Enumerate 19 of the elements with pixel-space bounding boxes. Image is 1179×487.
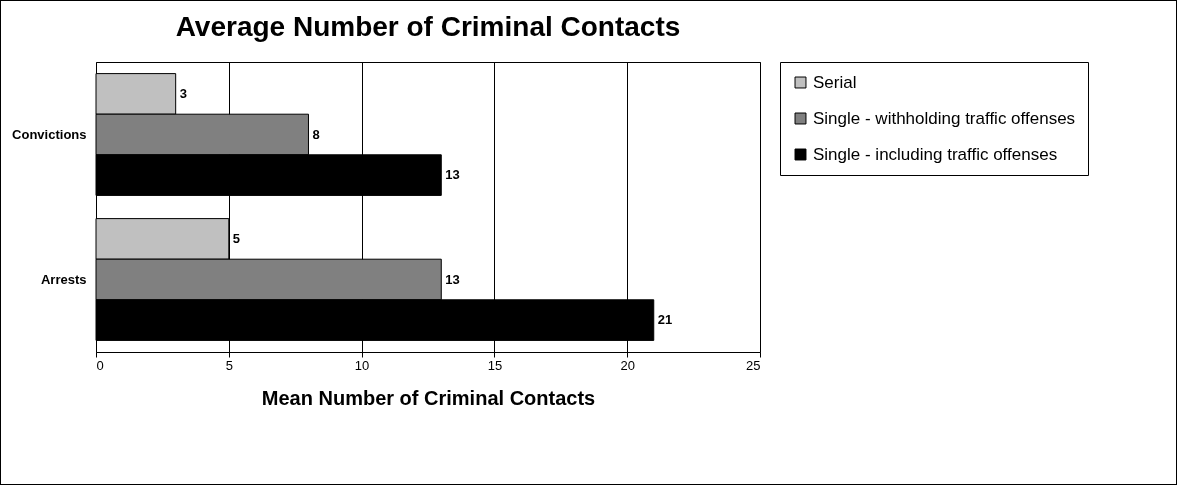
data-label: 13 <box>445 167 460 183</box>
x-tick-label: 0 <box>96 357 104 373</box>
data-label: 3 <box>179 85 187 101</box>
x-tick-label: 25 <box>746 357 761 373</box>
x-tick-label: 20 <box>620 357 635 373</box>
x-tick-label: 10 <box>354 357 370 373</box>
x-axis-title: Mean Number of Criminal Contacts <box>261 386 596 409</box>
data-label: 5 <box>232 230 241 246</box>
data-label: 13 <box>445 271 460 287</box>
legend-label: Single - withholding traffic offenses <box>813 108 1076 128</box>
y-tick-label: Arrests <box>40 271 87 287</box>
legend-label: Serial <box>813 72 857 92</box>
data-label: 21 <box>657 312 673 328</box>
data-label: 8 <box>312 126 320 142</box>
chart-title: Average Number of Criminal Contacts <box>175 10 681 42</box>
legend-label: Single - including traffic offenses <box>813 144 1058 164</box>
y-tick-label: Convictions <box>12 126 87 142</box>
x-tick-label: 5 <box>225 357 233 373</box>
x-tick-label: 15 <box>487 357 503 373</box>
